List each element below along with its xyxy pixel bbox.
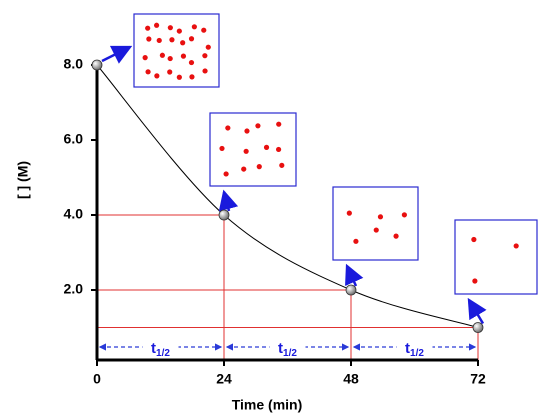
y-tick-label: 6.0 — [64, 131, 84, 147]
molecule — [373, 227, 379, 233]
molecule — [202, 68, 208, 74]
molecule — [191, 24, 197, 30]
x-tick-label: 24 — [216, 371, 232, 387]
molecule — [189, 74, 195, 80]
box-arrow — [467, 297, 487, 325]
molecule — [377, 214, 384, 220]
molecule — [346, 210, 352, 216]
molecule — [205, 44, 211, 50]
half-life-subscript: 1/2 — [156, 348, 170, 359]
half-life-label: t1/2 — [151, 340, 170, 359]
x-tick-label: 48 — [343, 371, 359, 387]
molecule — [276, 146, 282, 153]
half-life-symbol: t — [151, 340, 156, 357]
box-arrow — [218, 189, 239, 212]
molecule — [154, 73, 160, 79]
molecule — [159, 52, 165, 58]
y-tick-label: 4.0 — [64, 206, 84, 222]
y-axis-label: [ ] (M) — [15, 161, 31, 199]
molecule — [153, 22, 160, 28]
molecule — [167, 69, 173, 75]
molecule — [279, 162, 285, 168]
x-tick-label: 72 — [470, 371, 486, 387]
molecule — [169, 37, 175, 43]
label-bg — [269, 337, 306, 357]
data-point — [91, 59, 103, 71]
molecule — [472, 278, 478, 284]
molecule — [219, 145, 225, 152]
molecule-box — [133, 13, 220, 88]
molecule — [471, 236, 477, 243]
molecule — [202, 53, 208, 59]
molecule — [255, 123, 261, 129]
molecule — [176, 74, 182, 80]
label-bg — [396, 337, 433, 357]
molecule — [167, 25, 173, 31]
x-axis-label: Time (min) — [232, 397, 303, 413]
half-life-label: t1/2 — [278, 340, 297, 359]
molecule — [256, 164, 262, 170]
molecule — [188, 36, 195, 42]
molecule — [276, 121, 282, 127]
molecule — [241, 166, 247, 172]
molecule — [223, 171, 229, 177]
molecule — [180, 53, 187, 59]
molecule — [401, 212, 407, 218]
data-point — [472, 322, 484, 333]
molecule — [201, 27, 207, 33]
label-bg — [142, 337, 179, 357]
y-tick-label: 8.0 — [64, 56, 84, 72]
molecule — [176, 28, 182, 34]
molecule — [243, 148, 249, 154]
molecule — [180, 40, 186, 46]
data-point — [345, 284, 357, 296]
decay-curve — [96, 64, 479, 328]
molecule — [167, 55, 173, 62]
half-life-subscript: 1/2 — [283, 348, 297, 359]
molecule — [263, 144, 270, 150]
molecule — [156, 37, 162, 44]
x-tick-label: 0 — [93, 371, 101, 387]
half-life-subscript: 1/2 — [410, 348, 424, 359]
box-arrow — [345, 263, 364, 287]
molecule-box — [454, 219, 538, 295]
molecule — [244, 128, 250, 134]
molecule — [145, 25, 151, 31]
molecule — [145, 69, 151, 75]
molecule — [513, 243, 519, 249]
y-tick-label: 2.0 — [64, 281, 84, 297]
half-life-symbol: t — [405, 340, 410, 357]
molecule — [188, 59, 195, 66]
half-life-label: t1/2 — [405, 340, 424, 359]
molecule — [142, 55, 148, 61]
molecule — [353, 238, 359, 244]
molecule — [393, 233, 399, 239]
box-arrow — [101, 45, 133, 64]
data-point — [218, 209, 230, 221]
molecule-box — [332, 186, 419, 261]
half-life-symbol: t — [278, 340, 283, 357]
molecule — [225, 125, 231, 131]
molecule — [146, 36, 152, 42]
